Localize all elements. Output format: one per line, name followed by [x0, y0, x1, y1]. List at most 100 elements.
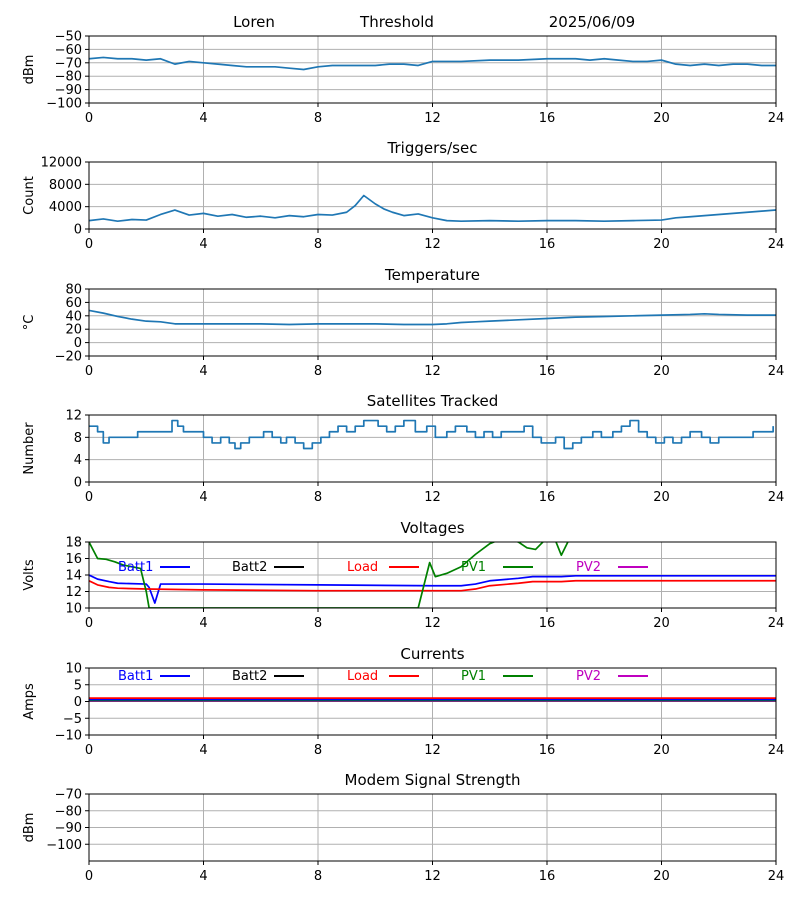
series-line-signal — [89, 56, 776, 71]
y-tick-label: 10 — [65, 602, 82, 617]
x-tick-label: 0 — [85, 743, 93, 758]
x-tick-label: 24 — [768, 111, 785, 126]
panel-satellites: 0 4 8 12 16 20 24 0 4 8 12 Satellites Tracked Number — [22, 392, 784, 505]
x-tick-label: 16 — [539, 869, 556, 884]
y-tick-label: 14 — [65, 569, 82, 584]
legend-label-pv1: PV1 — [461, 560, 486, 575]
x-tick-label: 20 — [653, 237, 670, 252]
x-tick-label: 12 — [424, 743, 441, 758]
y-tick-label: −10 — [55, 729, 82, 744]
x-tick-label: 4 — [199, 743, 207, 758]
y-axis-label: Number — [22, 422, 37, 475]
x-tick-label: 24 — [768, 869, 785, 884]
x-tick-label: 16 — [539, 743, 556, 758]
y-tick-label: −50 — [55, 30, 82, 45]
legend-label-load: Load — [347, 669, 378, 684]
x-tick-label: 4 — [199, 237, 207, 252]
y-tick-label: 16 — [65, 552, 82, 567]
x-tick-label: 0 — [85, 869, 93, 884]
panel-title: Triggers/sec — [387, 139, 478, 157]
panel-signal: 0 4 8 12 16 20 24 −100−90−80−70−60−50 dBm — [22, 30, 784, 127]
x-tick-label: 20 — [653, 111, 670, 126]
y-tick-label: 4 — [74, 453, 82, 468]
series-line-temperature — [89, 309, 776, 326]
x-tick-label: 8 — [314, 869, 322, 884]
x-tick-label: 16 — [539, 616, 556, 631]
y-tick-label: 40 — [65, 309, 82, 324]
x-tick-label: 8 — [314, 490, 322, 505]
x-tick-label: 0 — [85, 490, 93, 505]
panel-title: Currents — [400, 645, 464, 663]
header-mode: Threshold — [359, 13, 434, 31]
legend-label-load: Load — [347, 560, 378, 575]
y-axis-label: Count — [22, 176, 37, 215]
legend-label-batt2: Batt2 — [232, 669, 267, 684]
series-line-batt1 — [89, 574, 776, 604]
x-tick-label: 8 — [314, 111, 322, 126]
legend-label-pv2: PV2 — [576, 560, 601, 575]
y-tick-label: 12000 — [41, 156, 82, 171]
x-tick-label: 4 — [199, 616, 207, 631]
y-axis-label: Amps — [22, 683, 37, 720]
panel-title: Voltages — [400, 519, 464, 537]
x-tick-label: 20 — [653, 743, 670, 758]
y-tick-label: −90 — [55, 821, 82, 836]
y-tick-label: 20 — [65, 323, 82, 338]
x-tick-label: 24 — [768, 237, 785, 252]
y-tick-label: −90 — [55, 83, 82, 98]
x-tick-label: 8 — [314, 616, 322, 631]
legend-label-batt2: Batt2 — [232, 560, 267, 575]
x-tick-label: 16 — [539, 490, 556, 505]
y-tick-label: 5 — [74, 678, 82, 693]
x-tick-label: 20 — [653, 490, 670, 505]
y-tick-label: −20 — [55, 350, 82, 365]
x-tick-label: 8 — [314, 743, 322, 758]
y-axis-label: Volts — [22, 559, 37, 591]
panel-currents: Batt1 Batt2 Load PV1 PV2 0 4 8 12 16 20 24 −10 −5 0 510… — [22, 645, 784, 758]
x-tick-label: 0 — [85, 237, 93, 252]
x-tick-label: 24 — [768, 490, 785, 505]
x-tick-label: 12 — [424, 616, 441, 631]
panel-title: Modem Signal Strength — [345, 771, 521, 789]
x-tick-label: 24 — [768, 743, 785, 758]
legend-label-pv1: PV1 — [461, 669, 486, 684]
y-axis-label: dBm — [22, 55, 37, 85]
x-tick-label: 16 — [539, 111, 556, 126]
series-line-satellites — [89, 419, 774, 450]
x-tick-label: 20 — [653, 364, 670, 379]
x-tick-label: 12 — [424, 237, 441, 252]
x-tick-label: 12 — [424, 364, 441, 379]
y-tick-label: 80 — [65, 283, 82, 298]
header-date: 2025/06/09 — [549, 13, 635, 31]
y-tick-label: 12 — [65, 585, 82, 600]
x-tick-label: 8 — [314, 237, 322, 252]
y-tick-label: −100 — [46, 838, 82, 853]
legend-label-pv2: PV2 — [576, 669, 601, 684]
series-line-pv1 — [89, 542, 569, 608]
series-line-load — [89, 579, 776, 592]
y-tick-label: 0 — [74, 336, 82, 351]
x-tick-label: 24 — [768, 616, 785, 631]
x-tick-label: 8 — [314, 364, 322, 379]
y-tick-label: −70 — [55, 788, 82, 803]
y-tick-label: −5 — [63, 712, 82, 727]
x-tick-label: 16 — [539, 237, 556, 252]
x-tick-label: 20 — [653, 616, 670, 631]
y-axis-label: dBm — [22, 813, 37, 843]
x-tick-label: 0 — [85, 364, 93, 379]
y-tick-label: −70 — [55, 56, 82, 71]
y-tick-label: 0 — [74, 695, 82, 710]
x-tick-label: 16 — [539, 364, 556, 379]
y-tick-label: −100 — [46, 97, 82, 112]
y-tick-label: −80 — [55, 804, 82, 819]
header-station: Loren — [233, 13, 275, 31]
y-tick-label: 60 — [65, 296, 82, 311]
panel-triggers: 0 4 8 12 16 20 24 0 4000 8000 12000 Triggers/sec Cou… — [22, 139, 784, 252]
x-tick-label: 20 — [653, 869, 670, 884]
x-tick-label: 12 — [424, 490, 441, 505]
y-tick-label: −80 — [55, 70, 82, 85]
